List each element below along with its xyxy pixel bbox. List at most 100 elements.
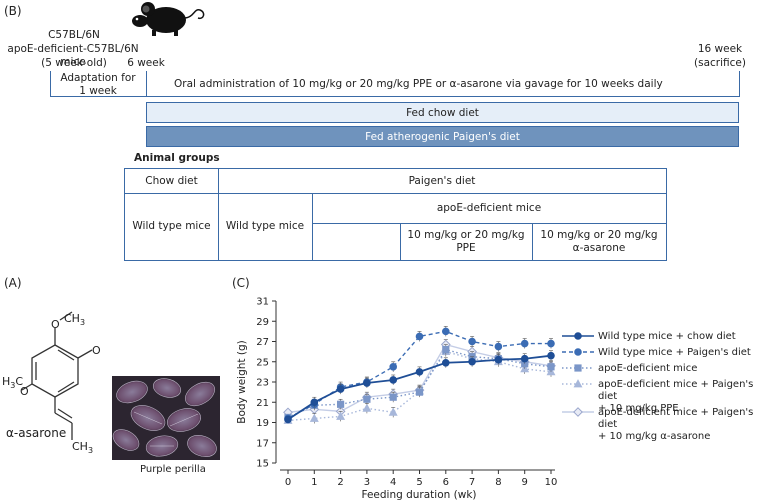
x-tick-label: 2	[337, 477, 343, 488]
data-point	[309, 413, 319, 422]
adaptation-label: Adaptation for 1 week	[60, 72, 136, 97]
data-point	[494, 355, 503, 364]
timeline-tick-start	[50, 71, 51, 97]
data-point	[336, 400, 345, 408]
legend-swatch	[562, 379, 594, 388]
data-point	[389, 363, 398, 371]
data-point	[442, 345, 450, 354]
timeline-axis	[50, 96, 740, 97]
purple-perilla-photo	[112, 376, 220, 460]
mouse-icon	[132, 2, 205, 36]
legend-label-2: apoE-deficient mice	[598, 363, 698, 374]
legend-marker	[573, 379, 583, 388]
animal-groups-title: Animal groups	[134, 152, 220, 164]
apoe-header: apoE-deficient mice	[436, 201, 542, 214]
paigens-diet-header: Paigen's diet	[408, 174, 476, 187]
legend-marker	[574, 364, 582, 372]
strain-label-apoe: apoE-deficient-C57BL/6N mice	[7, 43, 139, 68]
animal-groups-table: Chow diet Paigen's diet Wild type mice W…	[124, 168, 667, 261]
data-point	[388, 407, 398, 416]
paigen-diet-bar: Fed atherogenic Paigen's diet	[146, 126, 739, 147]
x-tick-label: 5	[416, 477, 422, 488]
x-tick-label: 0	[285, 477, 291, 488]
right-methoxy-label: O	[92, 344, 101, 357]
legend-swatch	[562, 348, 594, 356]
panel-b-letter: (B)	[4, 4, 22, 18]
compound-name: α-asarone	[6, 426, 67, 440]
asarone-cell: 10 mg/kg or 20 mg/kg α-asarone	[540, 228, 658, 254]
series-2	[284, 344, 555, 422]
asarone-structure	[21, 311, 93, 440]
data-point	[389, 376, 398, 384]
legend-label-1: Wild type mice + Paigen's diet	[598, 347, 751, 358]
data-point	[547, 351, 555, 360]
legend-label-4: apoE-deficient mice + Paigen's diet + 10 …	[598, 407, 754, 442]
panel-a-letter: (A)	[4, 276, 22, 290]
series-line	[287, 343, 552, 414]
legend-marker	[574, 332, 582, 340]
series-0	[284, 350, 555, 424]
y-tick-label: 17	[256, 438, 269, 449]
data-point	[363, 379, 371, 387]
y-axis-label: Body weight (g)	[236, 340, 248, 423]
data-point	[415, 388, 424, 396]
y-tick-label: 21	[256, 398, 269, 409]
x-tick-label: 10	[545, 477, 558, 488]
chow-diet-bar: Fed chow diet	[146, 102, 739, 123]
wild-type-paigen-cell: Wild type mice	[225, 220, 305, 232]
x-tick-label: 6	[443, 477, 449, 488]
x-tick-label: 3	[364, 477, 370, 488]
data-point	[310, 398, 319, 407]
data-point	[520, 339, 529, 348]
legend-marker	[573, 407, 583, 417]
week16-label: 16 week	[697, 43, 743, 55]
data-point	[468, 357, 476, 366]
data-point	[363, 395, 371, 403]
data-point	[468, 337, 476, 346]
x-axis-label: Feeding duration (wk)	[361, 489, 476, 501]
chow-diet-header: Chow diet	[145, 174, 198, 187]
legend-swatch	[562, 332, 594, 340]
y-tick-label: 15	[256, 459, 269, 470]
legend-label-0: Wild type mice + chow diet	[598, 331, 736, 342]
x-tick-label: 8	[495, 477, 501, 488]
top-methoxy-label: O	[51, 318, 60, 331]
ppe-cell: 10 mg/kg or 20 mg/kg PPE	[407, 228, 525, 254]
data-point	[441, 327, 450, 336]
data-point	[547, 363, 555, 371]
timeline-tick-week16	[739, 71, 740, 97]
data-point	[362, 403, 372, 412]
data-point	[389, 393, 397, 401]
left-methyl-label: H3C	[2, 375, 24, 391]
data-point	[441, 358, 450, 367]
x-tick-label: 9	[522, 477, 528, 488]
y-tick-label: 27	[256, 337, 269, 348]
y-tick-label: 19	[256, 418, 269, 429]
legend-label-3: apoE-deficient mice + Paigen's diet + 10 …	[598, 379, 754, 414]
y-tick-label: 29	[256, 317, 269, 328]
x-tick-label: 1	[311, 477, 317, 488]
y-tick-label: 31	[256, 297, 269, 308]
data-point	[520, 354, 529, 363]
legend-swatch	[562, 364, 594, 372]
timeline-tick-week6	[146, 71, 147, 97]
y-tick-label: 25	[256, 357, 269, 368]
week6-label: 6 week	[127, 57, 165, 69]
oral-administration-label: Oral administration of 10 mg/kg or 20 mg…	[174, 78, 663, 90]
legend-marker	[574, 348, 582, 356]
x-tick-label: 4	[390, 477, 396, 488]
data-point	[547, 339, 555, 348]
data-point	[494, 342, 503, 351]
wild-type-chow-cell: Wild type mice	[132, 220, 211, 232]
series-4	[283, 339, 556, 418]
sacrifice-label: (sacrifice)	[694, 57, 746, 69]
data-point	[336, 411, 346, 420]
x-tick-label: 7	[469, 477, 475, 488]
propenyl-methyl-label: CH3	[72, 440, 94, 456]
photo-caption: Purple perilla	[140, 464, 206, 475]
left-methoxy-label: O	[20, 385, 29, 398]
panel-c-letter: (C)	[232, 276, 250, 290]
legend-swatch	[562, 407, 594, 417]
data-point	[415, 332, 424, 341]
